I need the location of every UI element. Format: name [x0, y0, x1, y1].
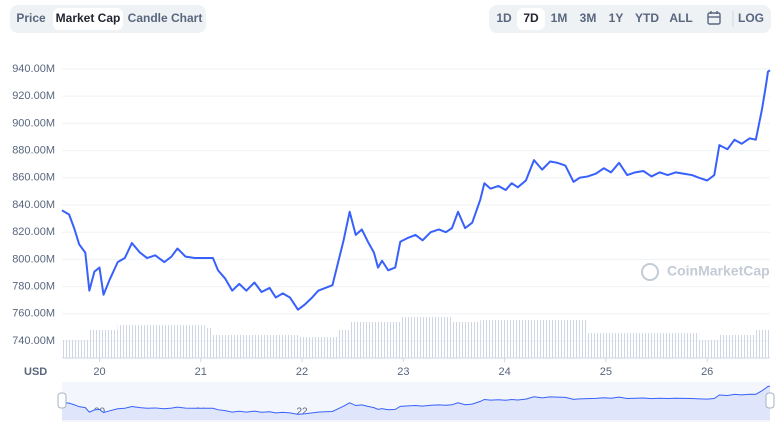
volume-bar [337, 330, 350, 358]
tab[interactable]: Price [16, 11, 46, 25]
y-tick-label: 880.00M [12, 144, 55, 156]
tab[interactable]: Candle Chart [128, 11, 203, 25]
x-tick-label: 20 [93, 366, 105, 378]
log-button[interactable]: LOG [738, 11, 764, 25]
x-tick-label: 25 [600, 366, 612, 378]
volume-bar [298, 337, 338, 358]
y-tick-label: 900.00M [12, 117, 55, 129]
y-tick-label: 820.00M [12, 226, 55, 238]
volume-bar [755, 330, 770, 358]
navigator-handle[interactable] [765, 392, 775, 409]
y-tick-label: 940.00M [12, 63, 55, 75]
range-active [517, 8, 545, 30]
volume-bar [117, 325, 205, 358]
range-button[interactable]: 1M [551, 11, 568, 25]
y-tick-label: 920.00M [12, 90, 55, 102]
navigator-handle[interactable] [57, 392, 67, 409]
x-tick-label: 26 [701, 366, 713, 378]
x-tick-label: 21 [195, 366, 207, 378]
range-button[interactable]: YTD [635, 11, 659, 25]
volume-bar [587, 333, 700, 358]
calendar-icon[interactable] [707, 11, 721, 25]
currency-label: USD [24, 366, 47, 378]
y-tick-label: 840.00M [12, 199, 55, 211]
y-tick-label: 780.00M [12, 281, 55, 293]
volume-bar [438, 317, 452, 358]
volume-bar [400, 317, 439, 358]
range-button[interactable]: 1D [496, 11, 512, 25]
range-button[interactable]: ALL [669, 11, 692, 25]
tab-active [53, 8, 123, 30]
tab[interactable]: Market Cap [56, 11, 121, 25]
x-tick-label: 23 [397, 366, 409, 378]
y-tick-label: 740.00M [12, 335, 55, 347]
volume-bar [451, 322, 481, 358]
volume-bar [480, 320, 580, 358]
watermark-logo [641, 263, 659, 281]
volume-bar [62, 340, 90, 358]
volume-bar [89, 330, 118, 358]
x-tick-label: 22 [296, 366, 308, 378]
volume-bar [349, 322, 401, 358]
range-button[interactable]: 3M [580, 11, 597, 25]
navigator-line [61, 385, 771, 415]
volume-bar [579, 320, 588, 358]
volume-bar [204, 328, 213, 358]
volume-bar [212, 335, 298, 358]
range-button[interactable]: 7D [523, 11, 539, 25]
nav-tick-label: 22 [296, 407, 308, 418]
range-group [489, 5, 771, 33]
volume-bar [719, 335, 756, 358]
volume-bar [699, 340, 720, 358]
x-tick-label: 24 [499, 366, 511, 378]
volume-bar [770, 318, 771, 358]
y-tick-label: 800.00M [12, 253, 55, 265]
y-tick-label: 760.00M [12, 308, 55, 320]
y-tick-label: 860.00M [12, 172, 55, 184]
price-line [61, 69, 771, 311]
watermark: CoinMarketCap [667, 263, 770, 279]
range-button[interactable]: 1Y [609, 11, 624, 25]
